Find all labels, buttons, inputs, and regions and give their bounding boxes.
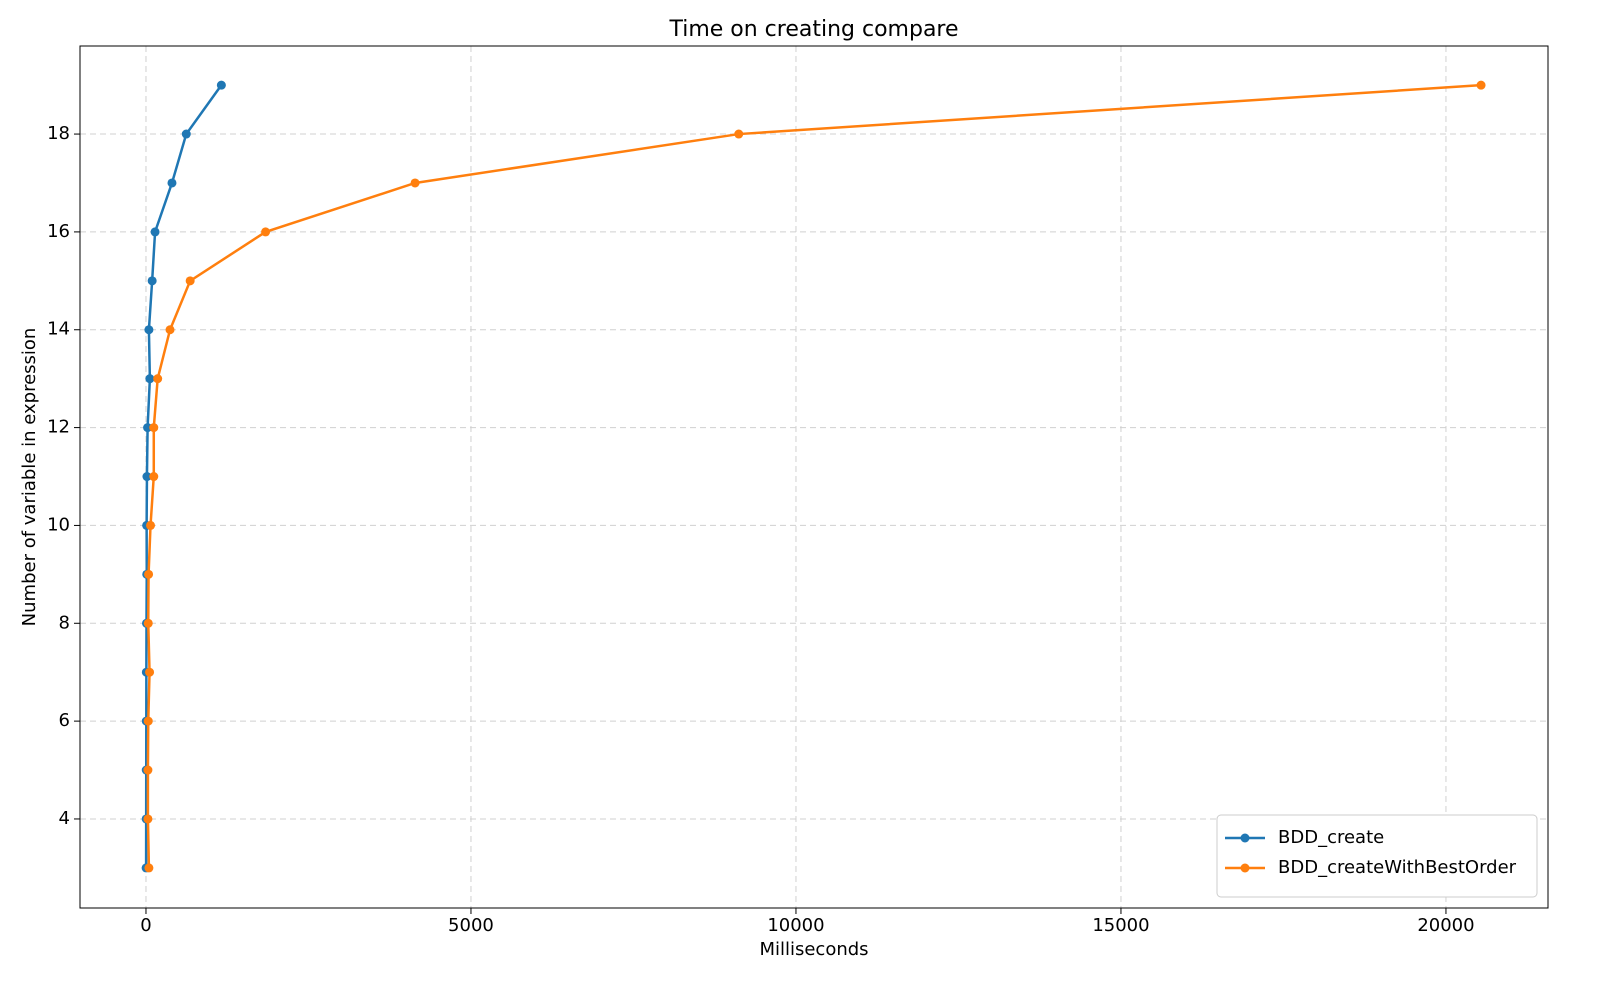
plot-frame bbox=[79, 45, 1549, 909]
data-point bbox=[146, 520, 156, 530]
x-tick-label: 10000 bbox=[767, 915, 824, 936]
x-axis-label: Milliseconds bbox=[759, 939, 868, 960]
data-point bbox=[143, 423, 153, 433]
legend: BDD_create BDD_createWithBestOrder bbox=[1216, 814, 1538, 898]
data-point bbox=[147, 276, 157, 286]
y-axis-label: Number of variable in expression bbox=[19, 328, 40, 627]
y-tick-label: 8 bbox=[59, 612, 70, 633]
y-tick-label: 10 bbox=[47, 514, 70, 535]
x-tick-label: 0 bbox=[140, 915, 151, 936]
data-point bbox=[165, 325, 175, 335]
data-point bbox=[216, 80, 226, 90]
data-point bbox=[143, 814, 153, 824]
x-tick-label: 15000 bbox=[1092, 915, 1149, 936]
data-point bbox=[153, 374, 163, 384]
legend-box bbox=[1216, 814, 1538, 898]
data-point bbox=[734, 129, 744, 139]
data-point bbox=[142, 472, 152, 482]
data-point bbox=[1476, 80, 1486, 90]
data-point bbox=[185, 276, 195, 286]
data-point bbox=[150, 227, 160, 237]
y-tick-label: 18 bbox=[47, 123, 70, 144]
data-point bbox=[143, 716, 153, 726]
chart-title: Time on creating compare bbox=[668, 17, 958, 42]
data-point bbox=[145, 667, 155, 677]
legend-label: BDD_create bbox=[1278, 827, 1384, 848]
data-point bbox=[410, 178, 420, 188]
y-tick-label: 14 bbox=[47, 319, 70, 340]
legend-marker bbox=[1240, 863, 1250, 873]
x-tick-label: 5000 bbox=[448, 915, 494, 936]
data-point bbox=[167, 178, 177, 188]
data-point bbox=[143, 618, 153, 628]
y-tick-label: 12 bbox=[47, 417, 70, 438]
data-point bbox=[149, 423, 159, 433]
y-tick-label: 6 bbox=[59, 710, 70, 731]
y-tick-label: 16 bbox=[47, 221, 70, 242]
data-point bbox=[149, 472, 159, 482]
data-point bbox=[144, 325, 154, 335]
x-tick-label: 20000 bbox=[1417, 915, 1474, 936]
data-point bbox=[145, 374, 155, 384]
data-point bbox=[144, 569, 154, 579]
data-point bbox=[261, 227, 271, 237]
data-point bbox=[144, 863, 154, 873]
y-tick-label: 4 bbox=[59, 808, 70, 829]
data-point bbox=[181, 129, 191, 139]
legend-marker bbox=[1240, 833, 1250, 843]
legend-label: BDD_createWithBestOrder bbox=[1278, 857, 1517, 878]
data-point bbox=[143, 765, 153, 775]
